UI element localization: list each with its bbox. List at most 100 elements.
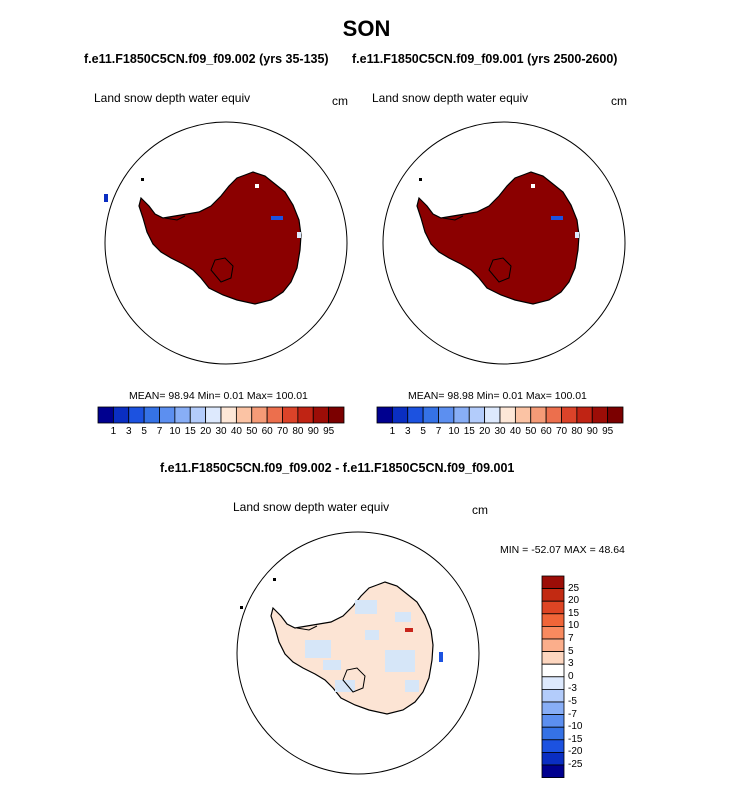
colorbar-swatch [438, 406, 455, 424]
colorbar-tick-label: 7 [156, 426, 163, 437]
colorbar-swatch [97, 406, 114, 424]
colorbar-tick-label: 70 [555, 426, 568, 437]
colorbar-tick-label: -7 [568, 708, 577, 720]
colorbar-tick-label: -5 [568, 696, 577, 707]
panel-1-case-title: f.e11.F1850C5CN.f09_f09.002 (yrs 35-135) [84, 52, 329, 66]
colorbar-swatch [541, 751, 565, 766]
panel-2-variable-label: Land snow depth water equiv [372, 91, 529, 105]
colorbar-swatch [541, 714, 565, 728]
colorbar-tick-label: 95 [323, 426, 335, 437]
colorbar-swatch [541, 638, 565, 653]
colorbar-tick-label: 20 [200, 426, 212, 437]
antarctica-landmass [416, 171, 580, 305]
white-patch [531, 184, 535, 188]
colorbar-tick-label: -25 [568, 759, 583, 770]
colorbar-tick-label: 1 [389, 426, 396, 437]
weddell-outline [442, 215, 464, 221]
diff-units-label: cm [472, 503, 488, 517]
colorbar-tick-label: -15 [568, 733, 583, 745]
weddell-outline [164, 215, 186, 221]
colorbar-swatch [541, 764, 565, 779]
difference-antarctica-map [236, 531, 480, 775]
colorbar-swatch [561, 406, 578, 424]
colorbar-swatch [297, 406, 314, 424]
ross-ice-shelf-outline [488, 257, 512, 283]
island-mark [240, 606, 243, 609]
colorbar-tick-label: 1 [110, 426, 117, 437]
colorbar-tick-label: 80 [292, 426, 304, 437]
colorbar-tick-label: 10 [448, 426, 460, 437]
colorbar-swatch [468, 406, 486, 424]
colorbar-tick-label: 40 [509, 426, 521, 437]
colorbar-swatch [312, 406, 330, 424]
blue-patch [551, 216, 563, 220]
colorbar-tick-label: -3 [568, 683, 577, 695]
negative-anomaly-patches [305, 600, 419, 692]
colorbar-tick-label: 7 [568, 633, 574, 644]
colorbar-tick-label: 50 [525, 426, 537, 437]
colorbar-tick-label: 5 [420, 426, 426, 437]
colorbar-tick-label: 80 [571, 426, 583, 437]
colorbar-swatch [235, 406, 253, 424]
colorbar-tick-label: 40 [230, 426, 242, 437]
colorbar-swatch [499, 406, 516, 424]
colorbar-swatch [376, 406, 393, 424]
colorbar-tick-label: 50 [246, 426, 258, 437]
colorbar-swatch [143, 406, 160, 424]
colorbar-swatch [453, 406, 470, 424]
colorbar-tick-label: 3 [404, 426, 411, 437]
colorbar-swatch [541, 588, 565, 602]
colorbar-tick-label: 20 [568, 595, 580, 607]
panel-2-case-title: f.e11.F1850C5CN.f09_f09.001 (yrs 2500-26… [352, 52, 618, 66]
white-patch [255, 184, 259, 188]
difference-title: f.e11.F1850C5CN.f09_f09.002 - f.e11.F185… [160, 461, 515, 475]
plot-title: SON [342, 16, 391, 41]
colorbar-swatch [220, 406, 237, 424]
difference-colorbar [541, 575, 565, 779]
colorbar-tick-label: 15 [184, 426, 196, 437]
panel-2-colorbar [376, 406, 624, 424]
colorbar-tick-label: 3 [568, 658, 574, 670]
ross-ice-shelf-outline [210, 257, 234, 283]
positive-anomaly-patch [405, 628, 413, 632]
colorbar-swatch [576, 406, 593, 424]
colorbar-tick-label: 90 [586, 426, 598, 437]
colorbar-tick-label: 10 [568, 620, 580, 632]
colorbar-tick-label: 5 [141, 426, 147, 437]
colorbar-swatch [541, 701, 565, 716]
colorbar-tick-label: 15 [568, 607, 580, 619]
colorbar-tick-label: 90 [307, 426, 319, 437]
colorbar-swatch [541, 613, 565, 627]
colorbar-swatch [484, 406, 501, 424]
negative-anomaly-edge [439, 652, 443, 662]
island-patch [104, 194, 108, 202]
colorbar-swatch [541, 575, 565, 590]
colorbar-swatch [541, 626, 565, 640]
colorbar-tick-label: 95 [602, 426, 614, 437]
colorbar-swatch [266, 406, 283, 424]
colorbar-swatch [591, 406, 609, 424]
colorbar-swatch [541, 676, 565, 690]
colorbar-swatch [251, 406, 268, 424]
colorbar-swatch [128, 406, 145, 424]
colorbar-swatch [174, 406, 191, 424]
island-mark [419, 178, 422, 181]
colorbar-swatch [607, 406, 624, 424]
colorbar-tick-label: 30 [494, 426, 506, 437]
panel-2-units-label: cm [611, 94, 627, 108]
colorbar-tick-label: 3 [125, 426, 132, 437]
colorbar-swatch [422, 406, 439, 424]
antarctica-landmass [270, 581, 434, 715]
colorbar-swatch [541, 651, 565, 665]
colorbar-swatch [205, 406, 222, 424]
panel-2-stats: MEAN= 98.98 Min= 0.01 Max= 100.01 [408, 390, 587, 402]
panel-1-colorbar [97, 406, 345, 424]
colorbar-swatch [328, 406, 345, 424]
colorbar-swatch [545, 406, 562, 424]
colorbar-tick-label: 60 [540, 426, 552, 437]
panel-1-stats: MEAN= 98.94 Min= 0.01 Max= 100.01 [129, 390, 308, 402]
weddell-outline [296, 625, 318, 631]
ross-ice-shelf-outline [342, 667, 366, 693]
colorbar-swatch [407, 406, 424, 424]
colorbar-tick-label: 0 [568, 670, 574, 682]
